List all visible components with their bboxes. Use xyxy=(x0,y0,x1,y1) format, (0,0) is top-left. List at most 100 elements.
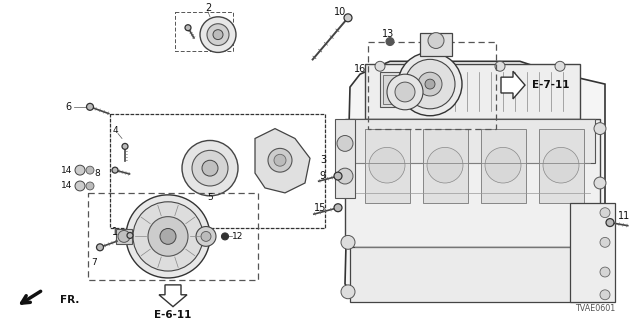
Text: FR.: FR. xyxy=(60,295,79,305)
Circle shape xyxy=(600,267,610,277)
Text: 14: 14 xyxy=(61,181,72,190)
Polygon shape xyxy=(345,61,605,299)
Circle shape xyxy=(435,61,445,71)
Circle shape xyxy=(75,181,85,191)
Bar xyxy=(539,129,584,203)
Text: 11: 11 xyxy=(618,211,630,221)
Text: 13: 13 xyxy=(382,28,394,39)
Circle shape xyxy=(221,233,228,240)
Text: 5: 5 xyxy=(207,193,213,202)
Bar xyxy=(570,203,615,302)
Circle shape xyxy=(112,167,118,173)
Circle shape xyxy=(122,143,128,149)
Circle shape xyxy=(555,61,565,71)
Circle shape xyxy=(337,135,353,151)
Circle shape xyxy=(495,61,505,71)
Text: 2: 2 xyxy=(205,3,211,13)
Circle shape xyxy=(86,182,94,190)
Circle shape xyxy=(334,204,342,212)
Text: TVAE0601: TVAE0601 xyxy=(575,304,615,313)
Circle shape xyxy=(75,165,85,175)
Circle shape xyxy=(594,177,606,189)
Bar xyxy=(110,114,325,228)
Circle shape xyxy=(213,30,223,40)
Circle shape xyxy=(192,150,228,186)
Circle shape xyxy=(606,219,614,227)
Text: E-7-11: E-7-11 xyxy=(532,80,570,90)
Circle shape xyxy=(126,195,210,278)
Circle shape xyxy=(182,140,238,196)
Polygon shape xyxy=(159,285,187,307)
Circle shape xyxy=(386,37,394,45)
Text: 7: 7 xyxy=(91,258,97,267)
Bar xyxy=(365,129,410,203)
Circle shape xyxy=(600,290,610,300)
Bar xyxy=(368,42,496,129)
Text: E-6-11: E-6-11 xyxy=(154,309,192,320)
Circle shape xyxy=(268,148,292,172)
Bar xyxy=(383,75,447,104)
Circle shape xyxy=(274,154,286,166)
Bar xyxy=(345,119,600,247)
Circle shape xyxy=(485,148,521,183)
Circle shape xyxy=(387,74,423,110)
Text: 16: 16 xyxy=(354,64,366,74)
Circle shape xyxy=(594,231,606,243)
Circle shape xyxy=(543,148,579,183)
Text: 1: 1 xyxy=(112,228,118,237)
Circle shape xyxy=(344,14,352,22)
Circle shape xyxy=(97,244,104,251)
Circle shape xyxy=(369,148,405,183)
Circle shape xyxy=(398,52,462,116)
Text: 10: 10 xyxy=(334,7,346,17)
Circle shape xyxy=(337,168,353,184)
Circle shape xyxy=(196,227,216,246)
Circle shape xyxy=(127,232,133,238)
Circle shape xyxy=(185,25,191,31)
Text: 14: 14 xyxy=(61,166,72,175)
Circle shape xyxy=(86,166,94,174)
Circle shape xyxy=(201,231,211,241)
Circle shape xyxy=(395,82,415,102)
Circle shape xyxy=(202,160,218,176)
Circle shape xyxy=(600,208,610,218)
Bar xyxy=(350,119,595,163)
Circle shape xyxy=(594,123,606,134)
Bar xyxy=(423,129,468,203)
Circle shape xyxy=(600,237,610,247)
Circle shape xyxy=(133,202,203,271)
Text: 6: 6 xyxy=(66,102,72,112)
Text: 12: 12 xyxy=(232,232,243,241)
Bar xyxy=(350,247,600,302)
Polygon shape xyxy=(255,129,310,193)
Circle shape xyxy=(418,72,442,96)
Text: 15: 15 xyxy=(314,203,326,213)
Bar xyxy=(116,228,132,244)
Text: 8: 8 xyxy=(94,169,100,178)
Circle shape xyxy=(405,59,455,109)
Bar xyxy=(481,129,526,203)
Circle shape xyxy=(341,181,355,195)
Polygon shape xyxy=(501,71,525,99)
Bar xyxy=(365,64,580,119)
Circle shape xyxy=(428,33,444,48)
Text: 4: 4 xyxy=(112,126,118,135)
Circle shape xyxy=(341,285,355,299)
Circle shape xyxy=(425,79,435,89)
Bar xyxy=(335,119,355,198)
Circle shape xyxy=(160,228,176,244)
Circle shape xyxy=(341,236,355,249)
Circle shape xyxy=(207,24,229,45)
Circle shape xyxy=(427,148,463,183)
Circle shape xyxy=(86,103,93,110)
Circle shape xyxy=(118,230,130,242)
Circle shape xyxy=(334,172,342,180)
Circle shape xyxy=(341,132,355,145)
Text: 3: 3 xyxy=(320,155,326,165)
Circle shape xyxy=(148,217,188,256)
Circle shape xyxy=(375,61,385,71)
Bar xyxy=(88,193,258,280)
Text: 9: 9 xyxy=(320,171,326,181)
Circle shape xyxy=(200,17,236,52)
Bar xyxy=(420,33,452,56)
